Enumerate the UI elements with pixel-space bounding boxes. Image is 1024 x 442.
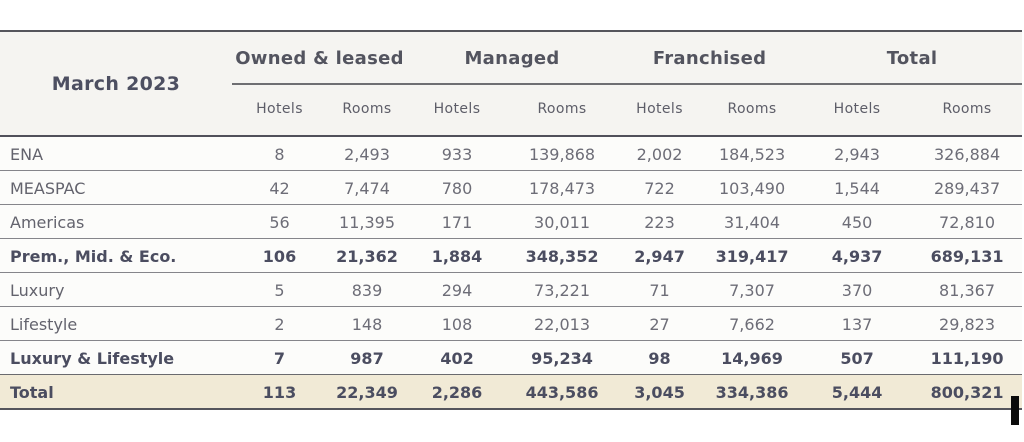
subheader-rooms-managed: Rooms [507,84,618,137]
data-cell: 294 [407,272,508,307]
row-label: Total [0,374,232,409]
data-cell: 111,190 [912,340,1023,375]
table-row-americas: Americas 56 11,395 171 30,011 223 31,404… [0,204,1023,239]
row-label: Luxury & Lifestyle [0,340,232,375]
data-cell: 71 [617,272,703,307]
column-group-franchised: Franchised [617,31,803,85]
data-cell: 113 [232,374,327,409]
data-cell: 1,544 [802,170,913,205]
data-cell: 14,969 [702,340,803,375]
data-cell: 2,286 [407,374,508,409]
data-cell: 7,662 [702,306,803,341]
data-cell: 22,013 [507,306,618,341]
report-period-title: March 2023 [0,31,232,137]
data-cell: 334,386 [702,374,803,409]
data-cell: 5 [232,272,327,307]
data-cell: 987 [327,340,408,375]
data-cell: 2 [232,306,327,341]
column-group-owned-leased: Owned & leased [232,31,408,85]
data-cell: 98 [617,340,703,375]
column-group-total: Total [802,31,1023,85]
subheader-rooms-franchised: Rooms [702,84,803,137]
subheader-hotels-total: Hotels [802,84,913,137]
data-cell: 780 [407,170,508,205]
hotel-portfolio-table-wrap: March 2023 Owned & leased Managed Franch… [0,30,1023,410]
data-cell: 933 [407,136,508,171]
data-cell: 73,221 [507,272,618,307]
row-label: Luxury [0,272,232,307]
data-cell: 443,586 [507,374,618,409]
table-row-luxury-lifestyle: Luxury & Lifestyle 7 987 402 95,234 98 1… [0,340,1023,375]
hotel-portfolio-table: March 2023 Owned & leased Managed Franch… [0,30,1023,410]
data-cell: 184,523 [702,136,803,171]
table-row-lifestyle: Lifestyle 2 148 108 22,013 27 7,662 137 … [0,306,1023,341]
subheader-rooms-owned: Rooms [327,84,408,137]
subheader-hotels-managed: Hotels [407,84,508,137]
data-cell: 148 [327,306,408,341]
row-label: Americas [0,204,232,239]
data-cell: 106 [232,238,327,273]
data-cell: 2,947 [617,238,703,273]
data-cell: 223 [617,204,703,239]
data-cell: 319,417 [702,238,803,273]
data-cell: 839 [327,272,408,307]
data-cell: 7,474 [327,170,408,205]
row-label: MEASPAC [0,170,232,205]
data-cell: 22,349 [327,374,408,409]
data-cell: 103,490 [702,170,803,205]
data-cell: 72,810 [912,204,1023,239]
subheader-hotels-owned: Hotels [232,84,327,137]
data-cell: 289,437 [912,170,1023,205]
data-cell: 7,307 [702,272,803,307]
column-group-managed: Managed [407,31,618,85]
data-cell: 722 [617,170,703,205]
subheader-hotels-franchised: Hotels [617,84,703,137]
data-cell: 139,868 [507,136,618,171]
data-cell: 56 [232,204,327,239]
table-row-total: Total 113 22,349 2,286 443,586 3,045 334… [0,374,1023,409]
data-cell: 507 [802,340,913,375]
data-cell: 29,823 [912,306,1023,341]
table-row-luxury: Luxury 5 839 294 73,221 71 7,307 370 81,… [0,272,1023,307]
data-cell: 2,943 [802,136,913,171]
row-label: Lifestyle [0,306,232,341]
data-cell: 7 [232,340,327,375]
row-label: Prem., Mid. & Eco. [0,238,232,273]
data-cell: 30,011 [507,204,618,239]
subheader-rooms-total: Rooms [912,84,1023,137]
row-label: ENA [0,136,232,171]
table-row-measpac: MEASPAC 42 7,474 780 178,473 722 103,490… [0,170,1023,205]
table-row-ena: ENA 8 2,493 933 139,868 2,002 184,523 2,… [0,136,1023,171]
data-cell: 370 [802,272,913,307]
data-cell: 21,362 [327,238,408,273]
data-cell: 31,404 [702,204,803,239]
data-cell: 81,367 [912,272,1023,307]
data-cell: 171 [407,204,508,239]
table-row-prem-mid-eco: Prem., Mid. & Eco. 106 21,362 1,884 348,… [0,238,1023,273]
data-cell: 137 [802,306,913,341]
data-cell: 27 [617,306,703,341]
data-cell: 689,131 [912,238,1023,273]
data-cell: 3,045 [617,374,703,409]
data-cell: 402 [407,340,508,375]
data-cell: 11,395 [327,204,408,239]
text-cursor [1011,396,1019,425]
data-cell: 2,002 [617,136,703,171]
data-cell: 326,884 [912,136,1023,171]
data-cell: 8 [232,136,327,171]
data-cell: 800,321 [912,374,1023,409]
data-cell: 1,884 [407,238,508,273]
data-cell: 42 [232,170,327,205]
data-cell: 4,937 [802,238,913,273]
data-cell: 348,352 [507,238,618,273]
data-cell: 95,234 [507,340,618,375]
data-cell: 178,473 [507,170,618,205]
data-cell: 5,444 [802,374,913,409]
data-cell: 108 [407,306,508,341]
data-cell: 450 [802,204,913,239]
data-cell: 2,493 [327,136,408,171]
